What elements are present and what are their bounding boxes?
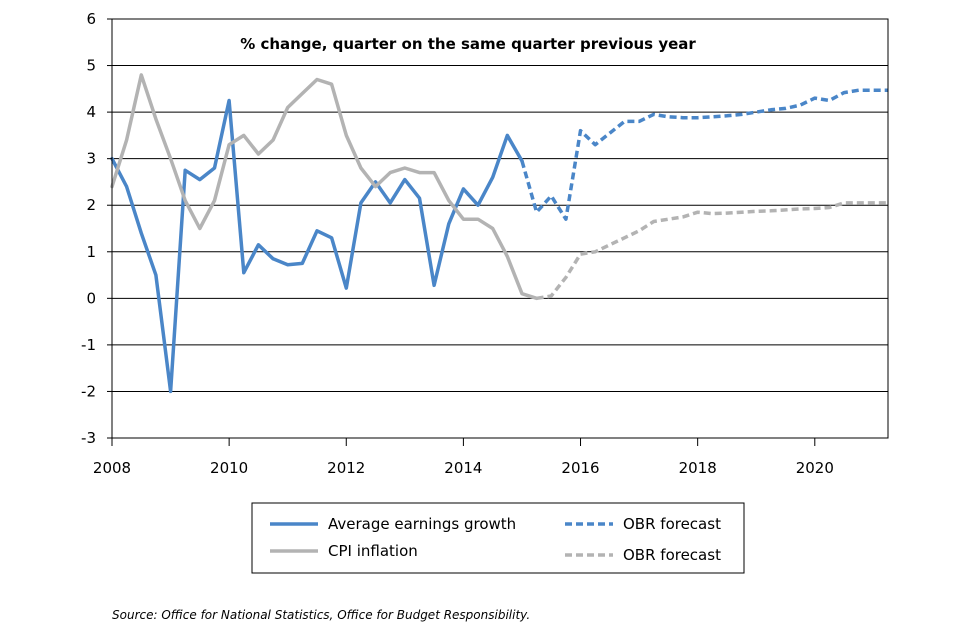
legend: Average earnings growth OBR forecast CPI i… — [251, 502, 745, 574]
series-line-0 — [110, 98, 524, 394]
series-line-1 — [520, 88, 888, 221]
legend-box — [251, 502, 745, 574]
x-tick-label: 2012 — [327, 459, 365, 477]
legend-label: CPI inflation — [328, 542, 418, 560]
x-tick-label: 2018 — [679, 459, 717, 477]
y-tick-label: 6 — [86, 10, 96, 28]
legend-label: Average earnings growth — [328, 515, 516, 533]
gridlines — [112, 18, 888, 439]
series-line-3 — [536, 201, 888, 301]
y-tick-label: 5 — [86, 57, 96, 75]
legend-items: Average earnings growth OBR forecast CPI i… — [270, 515, 721, 564]
x-tick-label: 2014 — [444, 459, 482, 477]
y-tick-label: 3 — [86, 150, 96, 168]
chart-title: % change, quarter on the same quarter pr… — [240, 35, 696, 53]
series-lines — [110, 73, 888, 394]
y-tick-label: 4 — [86, 103, 96, 121]
x-tick-label: 2010 — [210, 459, 248, 477]
series-line-2 — [110, 73, 539, 301]
y-tick-label: 0 — [86, 289, 96, 307]
y-tick-label: -3 — [81, 429, 96, 447]
x-tick-label: 2020 — [796, 459, 834, 477]
source-note: Source: Office for National Statistics, … — [112, 608, 531, 622]
legend-label: OBR forecast — [623, 546, 721, 564]
y-tick-label: 2 — [86, 196, 96, 214]
x-axis-ticks: 2008 2010 2012 2014 2016 2018 2020 — [93, 438, 834, 477]
y-tick-label: 1 — [86, 243, 96, 261]
legend-label: OBR forecast — [623, 515, 721, 533]
plot-frame — [111, 18, 889, 439]
y-tick-label: -1 — [81, 336, 96, 354]
x-tick-label: 2008 — [93, 459, 131, 477]
y-tick-label: -2 — [81, 382, 96, 400]
y-axis-ticks: -3 -2 -1 0 1 2 3 4 5 6 — [81, 10, 112, 447]
x-tick-label: 2016 — [561, 459, 599, 477]
